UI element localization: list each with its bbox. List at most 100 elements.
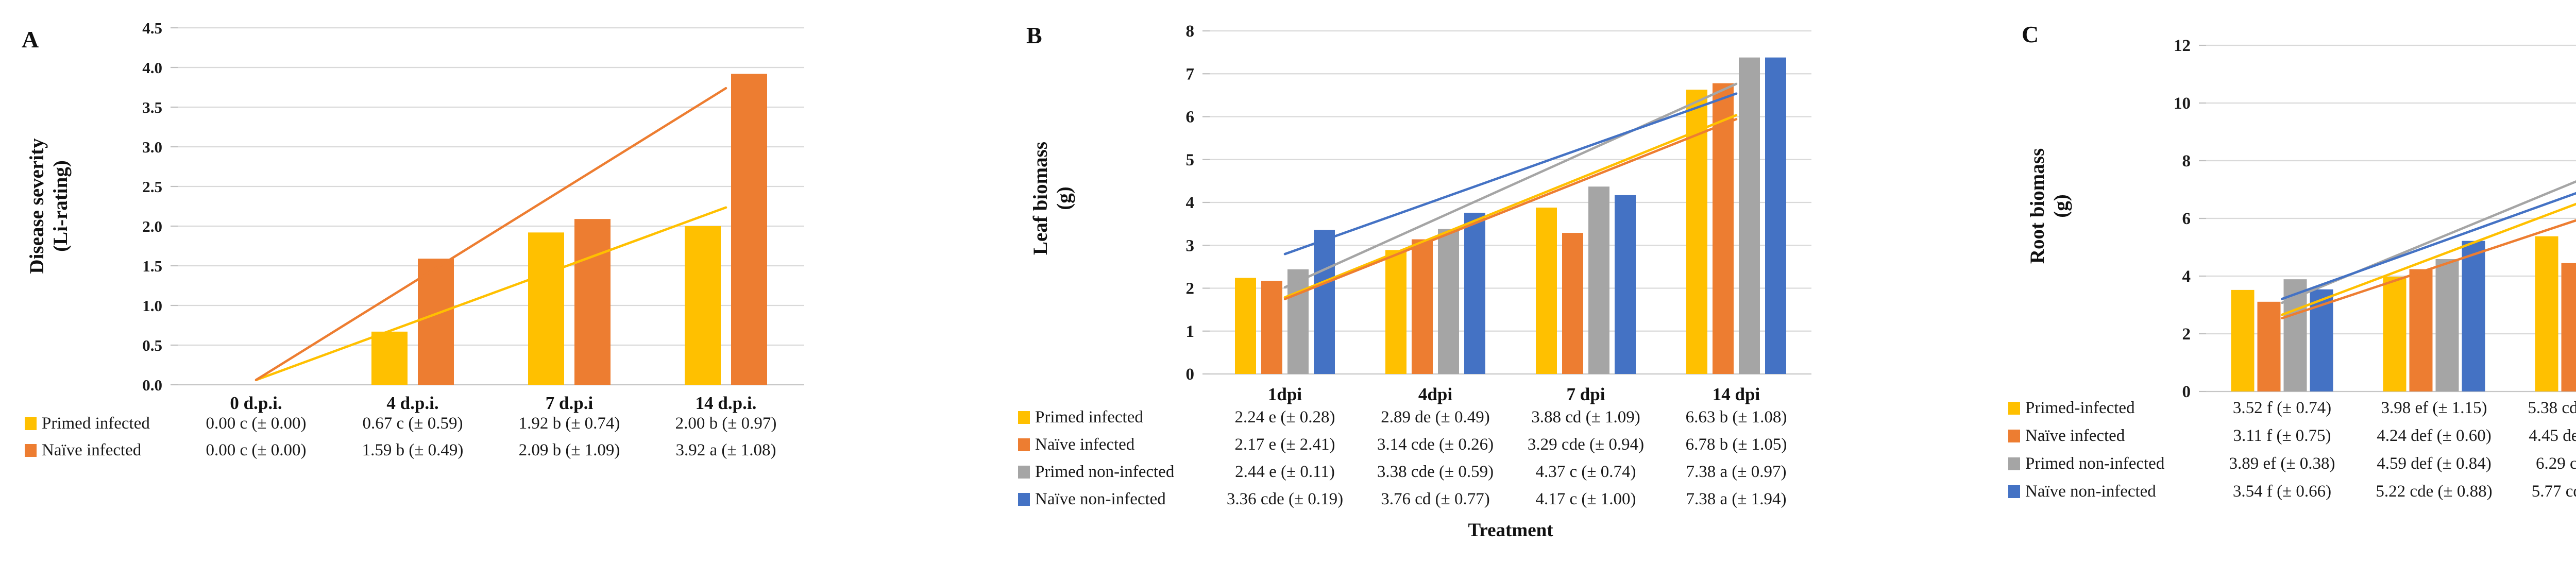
- bar-na-ve-infected-cat1: [2257, 301, 2281, 391]
- panel-c-root-biomass: C Root biomass (g) 0 2 4 6 8 10 12 Primed-infected…: [1884, 0, 2576, 563]
- bar-primed-infected-cat3: [528, 232, 564, 385]
- y-tick-label: 0: [2182, 383, 2191, 401]
- legend-label-na-ve-non-infected: Naïve non-infected: [1035, 490, 1166, 508]
- table-value-na-ve-non-infected-cat1: 3.54 f (± 0.66): [2232, 482, 2332, 501]
- bar-na-ve-infected-cat4: [1713, 83, 1734, 374]
- y-tick-label: 10: [2174, 94, 2191, 113]
- table-value-primed-non-infected-cat3: 6.29 c (± 1.18): [2536, 454, 2576, 473]
- trendline-na-ve-infected: [1283, 118, 1738, 300]
- table-value-na-ve-infected-cat3: 2.09 b (± 1.09): [518, 441, 620, 459]
- legend-swatch-primed-infected: [2008, 402, 2020, 415]
- legend-swatch-primed-infected: [1018, 411, 1030, 424]
- bar-chart-b: 0 1 2 3 4 5 6 7 8 1dpi 4dpi 7 dpi 14 dpi: [1186, 22, 1811, 404]
- y-tick-label: 4.5: [142, 19, 162, 37]
- table-value-na-ve-infected-cat3: 4.45 def (± 1.99): [2529, 426, 2576, 445]
- bar-na-ve-infected-cat4: [731, 74, 767, 385]
- y-tick-label: 4: [1186, 194, 1195, 212]
- table-value-na-ve-non-infected-cat1: 3.36 cde (± 0.19): [1226, 490, 1344, 508]
- y-tick-label: 3.5: [142, 98, 162, 116]
- trendline-primed-infected: [255, 206, 727, 382]
- y-tick-label: 3: [1186, 236, 1195, 255]
- table-value-primed-non-infected-cat4: 7.38 a (± 0.97): [1686, 463, 1787, 481]
- panel-b-leaf-biomass: B Leaf biomass (g) 0 1 2 3 4 5 6 7 8 1dpi 4dpi 7 dpi 14…: [942, 0, 1884, 563]
- y-tick-label: 8: [2182, 152, 2191, 170]
- table-value-primed-infected-cat1: 3.52 f (± 0.74): [2232, 399, 2332, 417]
- legend-label-primed-infected: Primed infected: [42, 414, 150, 433]
- bar-chart-c: 0 2 4 6 8 10 12: [2174, 37, 2576, 401]
- bar-na-ve-non-infected-cat4: [1765, 57, 1786, 374]
- table-row-na-ve-non-infected: Naïve non-infected 3.54 f (± 0.66) 5.22 cd…: [1884, 482, 2576, 505]
- y-tick-label: 7: [1186, 65, 1195, 83]
- y-tick-label: 0.5: [142, 336, 162, 354]
- table-value-primed-infected-cat3: 1.92 b (± 0.74): [518, 414, 620, 433]
- bar-primed-infected-cat2: [1385, 250, 1406, 374]
- panel-letter-c: C: [2022, 21, 2039, 47]
- x-axis-title: Treatment: [1468, 520, 1553, 541]
- table-value-na-ve-infected-cat4: 6.78 b (± 1.05): [1685, 435, 1787, 454]
- bar-primed-non-infected-cat3: [1588, 186, 1609, 374]
- bar-na-ve-infected-cat2: [2409, 269, 2433, 391]
- y-tick-label: 4: [2182, 267, 2191, 286]
- y-tick-label: 1.0: [142, 297, 162, 315]
- legend-label-primed-infected: Primed infected: [1035, 408, 1143, 426]
- legend-label-na-ve-infected: Naïve infected: [1035, 435, 1135, 454]
- table-row-primed-non-infected: Primed non-infected 2.44 e (± 0.11) 3.38 c…: [942, 463, 1884, 485]
- bar-primed-infected-cat1: [2231, 289, 2255, 391]
- x-category-label: 14 dpi: [1713, 384, 1760, 404]
- trendline-primed-infected: [1283, 114, 1738, 299]
- x-category-label: 14 d.p.i.: [696, 393, 757, 413]
- x-category-label: 4 d.p.i.: [386, 393, 438, 413]
- y-tick-label: 1.5: [142, 257, 162, 275]
- legend-label-primed-non-infected: Primed non-infected: [2025, 454, 2165, 473]
- table-value-na-ve-infected-cat1: 3.11 f (± 0.75): [2233, 426, 2331, 445]
- trendline-na-ve-infected: [255, 87, 727, 381]
- table-row-na-ve-infected: Naïve infected 2.17 e (± 2.41) 3.14 cde (±…: [942, 435, 1884, 458]
- x-category-label: 7 dpi: [1567, 384, 1605, 404]
- table-row-na-ve-infected: Naïve infected 0.00 c (± 0.00) 1.59 b (± 0…: [0, 441, 942, 464]
- table-value-primed-non-infected-cat1: 2.44 e (± 0.11): [1235, 463, 1335, 481]
- table-value-primed-non-infected-cat2: 3.38 cde (± 0.59): [1377, 463, 1494, 481]
- y-tick-label: 5: [1186, 151, 1195, 169]
- table-value-primed-infected-cat3: 3.88 cd (± 1.09): [1531, 408, 1640, 426]
- bar-na-ve-infected-cat2: [1412, 239, 1433, 374]
- table-value-primed-non-infected-cat1: 3.89 ef (± 0.38): [2229, 454, 2335, 473]
- table-value-na-ve-non-infected-cat3: 4.17 c (± 1.00): [1535, 490, 1636, 508]
- legend-swatch-na-ve-non-infected: [2008, 485, 2020, 498]
- y-tick-label: 6: [1186, 108, 1195, 127]
- legend-label-na-ve-infected: Naïve infected: [2025, 426, 2125, 445]
- table-value-na-ve-non-infected-cat3: 5.77 cd (± 1.37): [2531, 482, 2576, 501]
- table-value-primed-infected-cat2: 3.98 ef (± 1.15): [2381, 399, 2487, 417]
- table-value-primed-non-infected-cat2: 4.59 def (± 0.84): [2377, 454, 2492, 473]
- panel-letter-b: B: [1026, 22, 1042, 48]
- bar-primed-infected-cat4: [685, 226, 721, 385]
- x-category-label: 1dpi: [1268, 384, 1302, 404]
- table-row-na-ve-non-infected: Naïve non-infected 3.36 cde (± 0.19) 3.76 …: [942, 490, 1884, 513]
- y-tick-label: 2.5: [142, 178, 162, 196]
- trendline-na-ve-non-infected: [2281, 192, 2576, 300]
- bar-na-ve-infected-cat3: [574, 219, 611, 385]
- table-value-primed-infected-cat4: 2.00 b (± 0.97): [675, 414, 777, 433]
- legend-swatch-na-ve-infected: [25, 444, 37, 457]
- trendline-na-ve-infected: [2281, 219, 2576, 319]
- table-row-primed-infected: Primed-infected 3.52 f (± 0.74) 3.98 ef (±…: [1884, 399, 2576, 421]
- bar-primed-non-infected-cat1: [1287, 269, 1309, 374]
- table-value-na-ve-infected-cat4: 3.92 a (± 1.08): [675, 441, 776, 459]
- table-value-na-ve-infected-cat1: 0.00 c (± 0.00): [206, 441, 307, 459]
- table-value-na-ve-infected-cat2: 1.59 b (± 0.49): [362, 441, 464, 459]
- bar-chart-a: 0.0 0.5 1.0 1.5 2.0 2.5 3.0 3.5 4.0 4.5 0 d.p.i. 4 …: [142, 19, 804, 413]
- table-value-primed-infected-cat1: 2.24 e (± 0.28): [1234, 408, 1335, 426]
- panel-letter-a: A: [22, 26, 39, 53]
- panel-a-disease-severity: A Disease severity (Li-rating) 0.0 0.5 1.0 1.5…: [0, 0, 942, 563]
- table-value-na-ve-infected-cat2: 3.14 cde (± 0.26): [1377, 435, 1494, 454]
- table-value-na-ve-infected-cat3: 3.29 cde (± 0.94): [1527, 435, 1645, 454]
- y-tick-label: 0: [1186, 365, 1195, 384]
- x-category-label: 4dpi: [1418, 384, 1452, 404]
- legend-label-primed-non-infected: Primed non-infected: [1035, 463, 1175, 481]
- table-value-primed-infected-cat1: 0.00 c (± 0.00): [206, 414, 307, 433]
- bar-na-ve-infected-cat2: [418, 259, 454, 385]
- table-row-primed-infected: Primed infected 2.24 e (± 0.28) 2.89 de (±…: [942, 408, 1884, 431]
- y-tick-label: 6: [2182, 210, 2191, 228]
- bar-primed-infected-cat3: [1536, 207, 1557, 374]
- y-tick-label: 3.0: [142, 138, 162, 156]
